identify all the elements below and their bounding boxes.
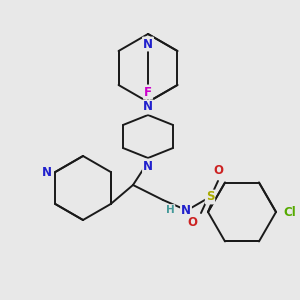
Text: F: F (144, 85, 152, 98)
Text: N: N (143, 160, 153, 172)
Text: N: N (181, 203, 191, 217)
Text: N: N (143, 100, 153, 113)
Text: H: H (166, 205, 174, 215)
Text: Cl: Cl (284, 206, 296, 218)
Text: S: S (206, 190, 214, 203)
Text: N: N (42, 166, 52, 178)
Text: O: O (213, 164, 223, 176)
Text: N: N (143, 38, 153, 50)
Text: O: O (187, 215, 197, 229)
